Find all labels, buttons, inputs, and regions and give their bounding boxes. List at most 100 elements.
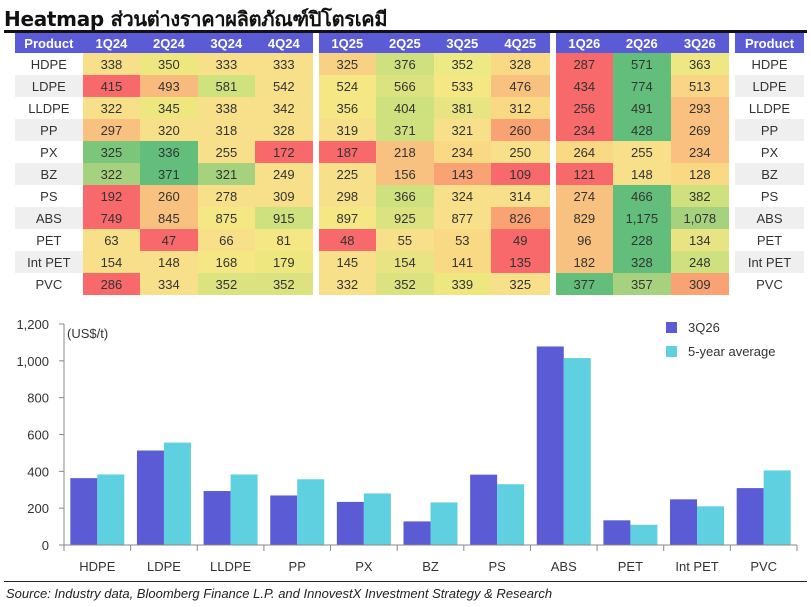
heatmap-row: PVC 286 334 352 352 332 352 339 325 377 357 309 PVC — [15, 273, 804, 295]
heatmap-cell: 81 — [255, 229, 313, 251]
row-product-label: PVC — [729, 273, 804, 295]
heatmap-cell: 234 — [433, 141, 492, 163]
bar-3q26 — [736, 488, 764, 545]
header-quarter: 2Q25 — [376, 33, 434, 53]
heatmap-cell: 154 — [82, 251, 141, 273]
heatmap-cell: 260 — [140, 185, 198, 207]
heatmap-cell: 357 — [613, 273, 671, 295]
heatmap-cell: 260 — [491, 119, 550, 141]
heatmap-cell: 897 — [312, 207, 377, 229]
heatmap-cell: 234 — [549, 119, 614, 141]
heatmap-cell: 571 — [613, 53, 671, 75]
row-product-label: HDPE — [15, 53, 83, 75]
heatmap-cell: 334 — [140, 273, 198, 295]
heatmap-cell: 428 — [613, 119, 671, 141]
heatmap-cell: 143 — [433, 163, 492, 185]
header-quarter: 1Q25 — [312, 33, 377, 53]
heatmap-cell: 377 — [549, 273, 614, 295]
heatmap-cell: 333 — [197, 53, 256, 75]
row-product-label: PS — [15, 185, 83, 207]
header-quarter: 2Q24 — [140, 33, 198, 53]
bar-3q26 — [670, 499, 698, 545]
heatmap-cell: 376 — [376, 53, 434, 75]
header-quarter: 1Q24 — [82, 33, 141, 53]
heatmap-cell: 234 — [670, 141, 730, 163]
row-product-label: LLDPE — [729, 97, 804, 119]
page-title: Heatmap ส่วนต่างราคาผลิตภัณฑ์ปิโตรเคมี — [4, 7, 388, 31]
header-product-left: Product — [15, 33, 83, 53]
heatmap-cell: 513 — [670, 75, 730, 97]
heatmap-cell: 47 — [140, 229, 198, 251]
heatmap-cell: 148 — [140, 251, 198, 273]
heatmap-cell: 333 — [255, 53, 313, 75]
heatmap-cell: 338 — [197, 97, 256, 119]
bar-3q26 — [136, 450, 164, 545]
legend-label-3q26: 3Q26 — [688, 320, 720, 335]
y-tick-label: 400 — [27, 464, 49, 479]
heatmap-cell: 96 — [549, 229, 614, 251]
x-tick-label: ABS — [551, 559, 577, 574]
heatmap-row: PS 192 260 278 309 298 366 324 314 274 466 382 PS — [15, 185, 804, 207]
heatmap-cell: 249 — [255, 163, 313, 185]
heatmap-cell: 382 — [670, 185, 730, 207]
header-quarter: 4Q24 — [255, 33, 313, 53]
row-product-label: BZ — [15, 163, 83, 185]
y-tick-label: 1,000 — [16, 354, 49, 369]
heatmap-cell: 255 — [613, 141, 671, 163]
heatmap-cell: 332 — [312, 273, 377, 295]
heatmap-cell: 826 — [491, 207, 550, 229]
bar-3q26 — [536, 346, 564, 545]
header-quarter: 1Q26 — [549, 33, 614, 53]
heatmap-cell: 109 — [491, 163, 550, 185]
heatmap-cell: 325 — [82, 141, 141, 163]
heatmap-cell: 542 — [255, 75, 313, 97]
heatmap-cell: 829 — [549, 207, 614, 229]
heatmap-cell: 287 — [549, 53, 614, 75]
title-divider — [4, 30, 807, 33]
x-tick-label: PET — [618, 559, 643, 574]
heatmap-cell: 145 — [312, 251, 377, 273]
heatmap-cell: 225 — [312, 163, 377, 185]
y-tick-label: 200 — [27, 501, 49, 516]
bar-5yr-average — [763, 470, 791, 545]
bar-chart: 0 200 400 600 800 1,000 1,200 HDPE LDPE LLDPE PP P… — [16, 317, 798, 574]
heatmap-cell: 148 — [613, 163, 671, 185]
heatmap-cell: 314 — [491, 185, 550, 207]
heatmap-cell: 328 — [255, 119, 313, 141]
y-tick-label: 1,200 — [16, 317, 49, 332]
x-tick-label: PS — [488, 559, 506, 574]
heatmap-cell: 228 — [613, 229, 671, 251]
heatmap-cell: 312 — [491, 97, 550, 119]
row-product-label: PS — [729, 185, 804, 207]
heatmap-cell: 524 — [312, 75, 377, 97]
heatmap-row: LDPE 415 493 581 542 524 566 533 476 434 774 513 LDP… — [15, 75, 804, 97]
heatmap-cell: 309 — [670, 273, 730, 295]
heatmap-cell: 297 — [82, 119, 141, 141]
x-tick-label: HDPE — [79, 559, 115, 574]
heatmap-cell: 250 — [491, 141, 550, 163]
heatmap-row: HDPE 338 350 333 333 325 376 352 328 287 571 363 HDP… — [15, 53, 804, 75]
heatmap-cell: 336 — [140, 141, 198, 163]
heatmap-cell: 121 — [549, 163, 614, 185]
x-tick-label: LLDPE — [210, 559, 252, 574]
heatmap-cell: 318 — [197, 119, 256, 141]
heatmap-cell: 134 — [670, 229, 730, 251]
heatmap-row: PX 325 336 255 172 187 218 234 250 264 255 234 PX — [15, 141, 804, 163]
y-tick-label: 0 — [42, 538, 49, 553]
header-quarter: 2Q26 — [613, 33, 671, 53]
heatmap-cell: 328 — [613, 251, 671, 273]
heatmap-cell: 63 — [82, 229, 141, 251]
heatmap-cell: 352 — [255, 273, 313, 295]
heatmap-cell: 264 — [549, 141, 614, 163]
heatmap-cell: 1,078 — [670, 207, 730, 229]
bar-5yr-average — [430, 502, 458, 545]
heatmap-cell: 533 — [433, 75, 492, 97]
heatmap-cell: 321 — [197, 163, 256, 185]
heatmap-cell: 875 — [197, 207, 256, 229]
heatmap-cell: 371 — [376, 119, 434, 141]
x-tick-label: PVC — [750, 559, 777, 574]
heatmap-cell: 845 — [140, 207, 198, 229]
heatmap-cell: 774 — [613, 75, 671, 97]
heatmap-cell: 491 — [613, 97, 671, 119]
heatmap-cell: 342 — [255, 97, 313, 119]
